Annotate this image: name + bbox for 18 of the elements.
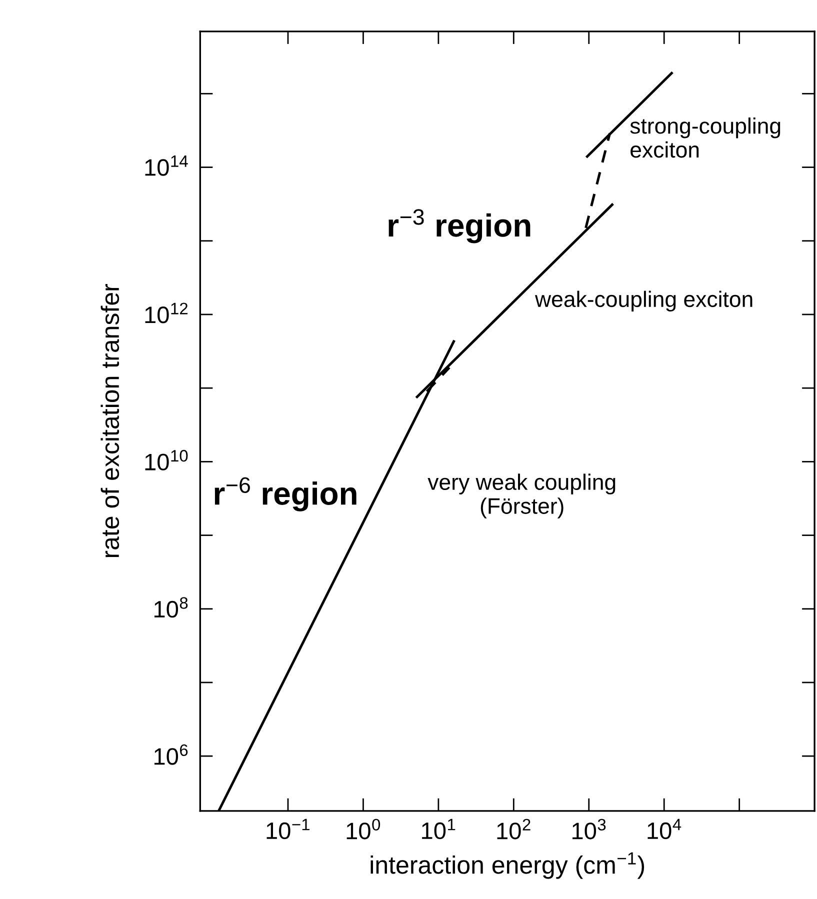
x-tick-label: 10$^{2}$ [497, 818, 530, 840]
annotation: r$^{−6}$ region [214, 477, 356, 512]
y-tick-label: 10$^{12}$ [145, 302, 188, 324]
annotation: r$^{−3}$ region [388, 209, 530, 244]
y-axis-title: rate of excitation transfer [100, 284, 120, 558]
annotation: very weak coupling (Förster) [428, 474, 616, 518]
x-axis-title: interaction energy (cm$^{−1}$) [370, 852, 644, 879]
annotation: strong-coupling exciton [630, 117, 780, 158]
x-tick-label: 10$^{4}$ [648, 818, 682, 840]
x-tick-label: 10$^{3}$ [572, 818, 606, 840]
x-tick-label: 10$^{−1}$ [266, 818, 310, 840]
y-tick-label: 10$^{10}$ [145, 450, 188, 470]
y-tick-label: 10$^{14}$ [145, 156, 188, 176]
annotation: weak-coupling exciton [534, 290, 752, 312]
x-tick-label: 10$^{0}$ [346, 818, 380, 840]
y-tick-label: 10$^{6}$ [154, 744, 188, 765]
x-tick-label: 10$^{1}$ [422, 818, 456, 840]
y-tick-label: 10$^{8}$ [154, 597, 188, 618]
